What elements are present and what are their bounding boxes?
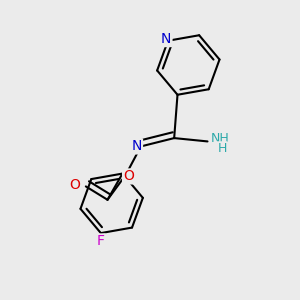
Text: O: O: [69, 178, 80, 192]
Text: H: H: [218, 142, 227, 155]
Text: N: N: [132, 140, 142, 153]
Text: O: O: [123, 169, 134, 183]
Text: F: F: [97, 234, 105, 248]
Text: NH: NH: [211, 132, 230, 145]
Text: N: N: [161, 32, 172, 46]
